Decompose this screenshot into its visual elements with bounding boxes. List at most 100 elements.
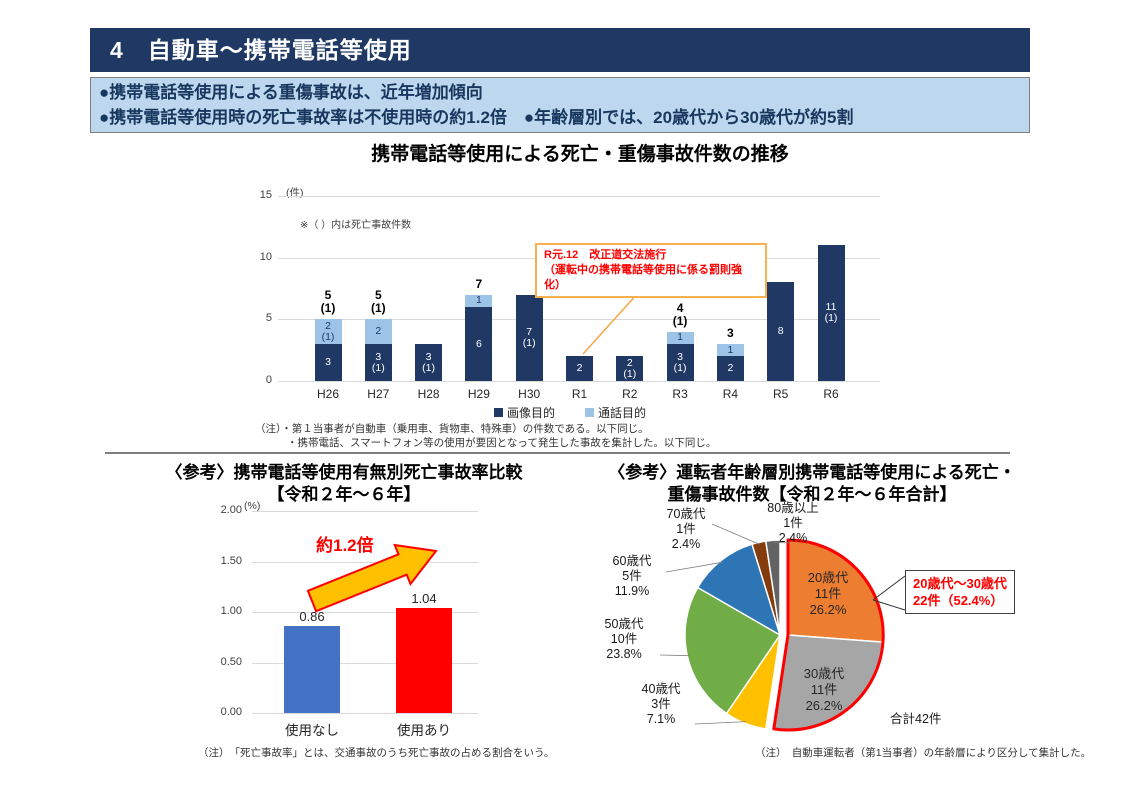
- bar-segment-image: 7 (1): [515, 294, 543, 381]
- y-tick-label: 0: [265, 374, 272, 386]
- bar-segment-image: 2 (1): [616, 356, 644, 381]
- bar-total-label: 7: [475, 276, 483, 291]
- x-tick-label: R4: [722, 387, 739, 401]
- gridline: [252, 511, 478, 512]
- bar-segment-image: 2: [716, 356, 744, 381]
- pie-slice-label-0: 20歳代 11件 26.2%: [807, 570, 849, 617]
- bar-segment-image: 3 (1): [666, 344, 694, 381]
- y-tick-label: 0.50: [220, 655, 242, 668]
- rate-chart: (%) 0.00 0.50 1.00 1.50 2.00 0.86 使用なし 1.04 使用あり: [180, 500, 580, 750]
- key-points-box: ●携帯電話等使用による重傷事故は、近年増加傾向 ●携帯電話等使用時の死亡事故率は…: [90, 77, 1030, 133]
- legend-swatch-call: [585, 408, 594, 417]
- trend-chart-title: 携帯電話等使用による死亡・重傷事故件数の推移: [371, 144, 789, 165]
- law-annotation-line-1: R元.12 改正道交法施行: [544, 249, 667, 261]
- y-tick-label: 1.50: [220, 554, 242, 567]
- bar-segment-image: 3: [314, 344, 342, 381]
- bar-segment-call: 2 (1): [314, 319, 342, 344]
- bar-segment-image: 8: [767, 282, 795, 381]
- trend-note-2: ・携帯電話、スマートフォン等の使用が要因となって発生した事故を集計した。以下同じ…: [287, 437, 717, 449]
- pie-total-label: 合計42件: [890, 712, 942, 726]
- x-tick-label: R1: [571, 387, 588, 401]
- rate-bar: [284, 626, 340, 713]
- bar-total-label: 4 (1): [672, 300, 688, 328]
- trend-chart-legend: 画像目的 通話目的: [240, 404, 900, 421]
- y-tick-label: 15: [259, 189, 272, 201]
- pie-slice-label-1: 30歳代 11件 26.2%: [803, 666, 845, 713]
- bar-segment-image: 3 (1): [364, 344, 392, 381]
- rate-bar: [396, 607, 452, 713]
- trend-paren-note: ※（ ）内は死亡事故件数: [300, 220, 412, 231]
- page-header: 4 自動車～携帯電話等使用: [90, 28, 1030, 72]
- rate-y-axis-unit: (%): [244, 500, 261, 512]
- leader-line-2: [694, 721, 747, 725]
- age-callout-line-1: 20歳代～30歳代: [913, 576, 1007, 591]
- x-tick-label: H28: [417, 387, 440, 401]
- age-callout-line-2: 22件（52.4%）: [913, 593, 1004, 608]
- pie-chart-title: 〈参考〉運転者年齢層別携帯電話等使用による死亡・: [608, 463, 1016, 482]
- bar-segment-call: 1: [666, 331, 694, 344]
- section-divider: [105, 452, 1010, 454]
- highlight-outline: [772, 538, 885, 732]
- x-tick-label: 使用あり: [397, 723, 451, 738]
- pie-slice-3: [684, 586, 782, 715]
- bar-segment-image: 11 (1): [817, 245, 845, 381]
- gridline: [278, 196, 880, 197]
- x-tick-label: R6: [823, 387, 839, 401]
- age-callout-box: 20歳代～30歳代 22件（52.4%）: [905, 570, 1015, 614]
- key-point-line-1: ●携帯電話等使用による重傷事故は、近年増加傾向: [99, 83, 483, 102]
- pie-slice-label-4: 60歳代 5件 11.9%: [612, 554, 652, 598]
- pie-slice-4: [696, 543, 782, 637]
- gridline: [278, 381, 880, 382]
- legend-item-call: 通話目的: [585, 404, 646, 421]
- y-tick-label: 1.00: [220, 605, 242, 617]
- rate-chart-subtitle: 【令和２年～６年】: [267, 485, 421, 504]
- gridline: [252, 662, 478, 664]
- bar-segment-call: 2: [364, 319, 392, 344]
- x-tick-label: H26: [316, 387, 339, 401]
- callout-leader-0: [872, 575, 906, 601]
- y-tick-label: 2.00: [220, 504, 242, 516]
- key-point-line-2: ●携帯電話等使用時の死亡事故率は不使用時の約1.2倍 ●年齢層別では、20歳代か…: [99, 108, 854, 127]
- bar-segment-image: 3 (1): [415, 344, 443, 381]
- bar-value-label: 0.86: [299, 609, 325, 625]
- rate-note: （注） 「死亡事故率」とは、交通事故のうち死亡事故の占める割合をいう。: [198, 747, 555, 759]
- pie-slice-label-6: 80歳以上 1件 2.4%: [767, 501, 819, 545]
- leader-line-3: [659, 654, 690, 657]
- trend-chart: (件) ※（ ）内は死亡事故件数 画像目的 通話目的 0 5 10 15 3 2 (1) 5…: [240, 182, 920, 432]
- bar-total-label: 5 (1): [370, 288, 386, 316]
- bar-segment-image: 2: [566, 356, 593, 381]
- x-tick-label: R2: [622, 387, 638, 401]
- x-tick-label: H27: [367, 387, 390, 401]
- callout-leader-1: [872, 599, 906, 611]
- y-tick-label: 5: [265, 312, 272, 325]
- page-title: 4 自動車～携帯電話等使用: [110, 37, 412, 63]
- y-tick-label: 0.00: [220, 706, 242, 718]
- legend-item-image: 画像目的: [493, 404, 555, 421]
- law-annotation-line-2: （運転中の携帯電話等使用に係る罰則強化）: [544, 264, 742, 291]
- legend-label-image: 画像目的: [506, 406, 555, 420]
- pie-slice-6: [764, 539, 781, 636]
- bar-segment-call: 1: [465, 294, 493, 307]
- law-annotation-box: R元.12 改正道交法施行 （運転中の携帯電話等使用に係る罰則強化）: [535, 243, 767, 298]
- pie-chart-subtitle: 重傷事故件数【令和２年～６年合計】: [667, 485, 957, 504]
- x-tick-label: R5: [773, 387, 789, 401]
- pie-slice-label-3: 50歳代 10件 23.8%: [604, 617, 644, 661]
- x-tick-label: 使用なし: [285, 723, 339, 738]
- gridline: [252, 713, 478, 714]
- bar-total-label: 3: [727, 326, 734, 340]
- bar-segment-image: 6: [465, 307, 493, 381]
- pie-slice-label-5: 70歳代 1件 2.4%: [666, 507, 706, 551]
- pie-note: （注） 自動車運転者（第1当事者）の年齢層により区分して集計した。: [755, 747, 1092, 759]
- trend-y-axis-unit: (件): [286, 187, 304, 199]
- ratio-annotation: 約1.2倍: [316, 536, 374, 555]
- age-pie-chart: [659, 523, 906, 732]
- x-tick-label: H30: [518, 387, 541, 401]
- y-tick-label: 10: [259, 250, 272, 263]
- pie-slice-label-2: 40歳代 3件 7.1%: [641, 682, 681, 726]
- x-tick-label: H29: [467, 387, 490, 401]
- gridline: [252, 561, 478, 563]
- gridline: [278, 319, 880, 321]
- bar-segment-call: 1: [716, 344, 744, 357]
- bar-value-label: 1.04: [411, 590, 437, 606]
